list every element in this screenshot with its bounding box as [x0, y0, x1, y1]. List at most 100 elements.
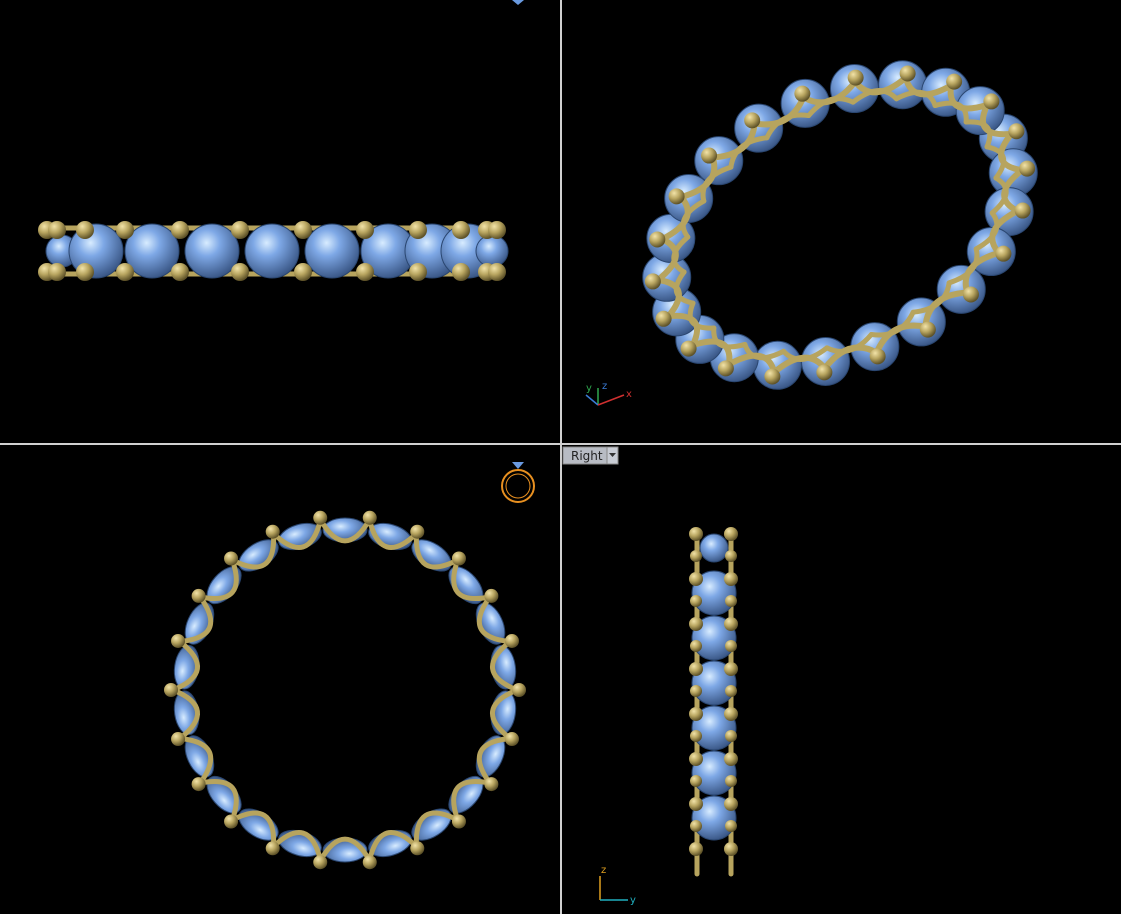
prong	[899, 65, 916, 82]
gem	[184, 223, 240, 279]
prong	[231, 263, 249, 281]
gold-wire	[806, 96, 856, 119]
axis-label: y	[630, 895, 636, 906]
prong	[690, 550, 702, 562]
prong	[171, 633, 186, 648]
gem	[936, 264, 986, 314]
prong	[1019, 160, 1036, 177]
prong	[512, 683, 526, 697]
prong	[362, 510, 377, 525]
gold-wire	[318, 836, 372, 863]
prong	[504, 732, 519, 747]
prong	[488, 263, 506, 281]
prong	[488, 221, 506, 239]
prong	[484, 588, 499, 603]
gold-wire	[742, 341, 787, 361]
gold-wire	[490, 687, 520, 741]
prong	[409, 221, 427, 239]
prong	[171, 263, 189, 281]
gold-wire	[989, 175, 1009, 216]
prong	[946, 73, 963, 90]
gold-wire	[366, 517, 419, 550]
prong	[231, 221, 249, 239]
viewport-title[interactable]: Right	[571, 449, 603, 463]
gold-wire	[177, 735, 214, 786]
prong	[265, 524, 280, 539]
prong	[717, 360, 734, 377]
prong	[680, 340, 697, 357]
prong	[724, 842, 738, 856]
prong	[847, 69, 864, 86]
prong	[362, 855, 377, 870]
axis-label: y	[586, 383, 592, 394]
prong	[689, 617, 703, 631]
gold-wire	[850, 88, 899, 105]
gold-wire	[476, 594, 513, 645]
prong	[452, 221, 470, 239]
prong	[668, 188, 685, 205]
prong	[452, 263, 470, 281]
prong	[689, 752, 703, 766]
prong	[171, 221, 189, 239]
gold-wire	[366, 830, 419, 863]
gold-wire	[711, 325, 748, 350]
gold-wire	[781, 345, 830, 362]
prong	[816, 364, 833, 381]
gold-wire	[177, 594, 214, 645]
gold-wire	[476, 735, 513, 786]
prong	[313, 510, 328, 525]
prong	[725, 595, 737, 607]
gold-wire	[271, 830, 324, 863]
prong	[690, 640, 702, 652]
gem	[124, 223, 180, 279]
prong	[116, 221, 134, 239]
gold-wire	[764, 112, 812, 141]
gold-wire	[893, 89, 938, 109]
prong	[451, 551, 466, 566]
prong	[724, 527, 738, 541]
prong	[1008, 123, 1025, 140]
prong	[313, 855, 328, 870]
prong	[962, 286, 979, 303]
gold-wire	[451, 779, 493, 823]
prong	[983, 93, 1000, 110]
prong	[724, 797, 738, 811]
axis-icon: y z x	[585, 381, 632, 406]
prong	[164, 683, 178, 697]
gem	[244, 223, 300, 279]
prong	[724, 617, 738, 631]
gold-wire	[197, 779, 239, 823]
prong	[724, 662, 738, 676]
gold-wire	[197, 557, 239, 601]
prong	[265, 841, 280, 856]
prong	[690, 730, 702, 742]
prong	[224, 551, 239, 566]
gold-wire	[413, 810, 461, 849]
prong	[725, 775, 737, 787]
prong	[644, 273, 661, 290]
prong	[725, 820, 737, 832]
prong	[701, 147, 718, 164]
prong	[724, 752, 738, 766]
prong	[410, 841, 425, 856]
prong	[655, 310, 672, 327]
prong	[484, 777, 499, 792]
prong	[191, 588, 206, 603]
prong	[356, 221, 374, 239]
gold-wire	[984, 144, 1007, 181]
gold-wire	[170, 639, 200, 693]
gold-wire	[229, 810, 277, 849]
prong	[451, 814, 466, 829]
models	[38, 60, 1038, 877]
prong	[869, 348, 886, 365]
gold-wire	[451, 557, 493, 601]
viewport-title-button[interactable]: Right	[562, 446, 619, 465]
prong	[724, 572, 738, 586]
prong	[725, 730, 737, 742]
prong	[689, 797, 703, 811]
gold-wire	[963, 119, 993, 150]
gold-wire	[932, 100, 969, 125]
prong	[76, 221, 94, 239]
